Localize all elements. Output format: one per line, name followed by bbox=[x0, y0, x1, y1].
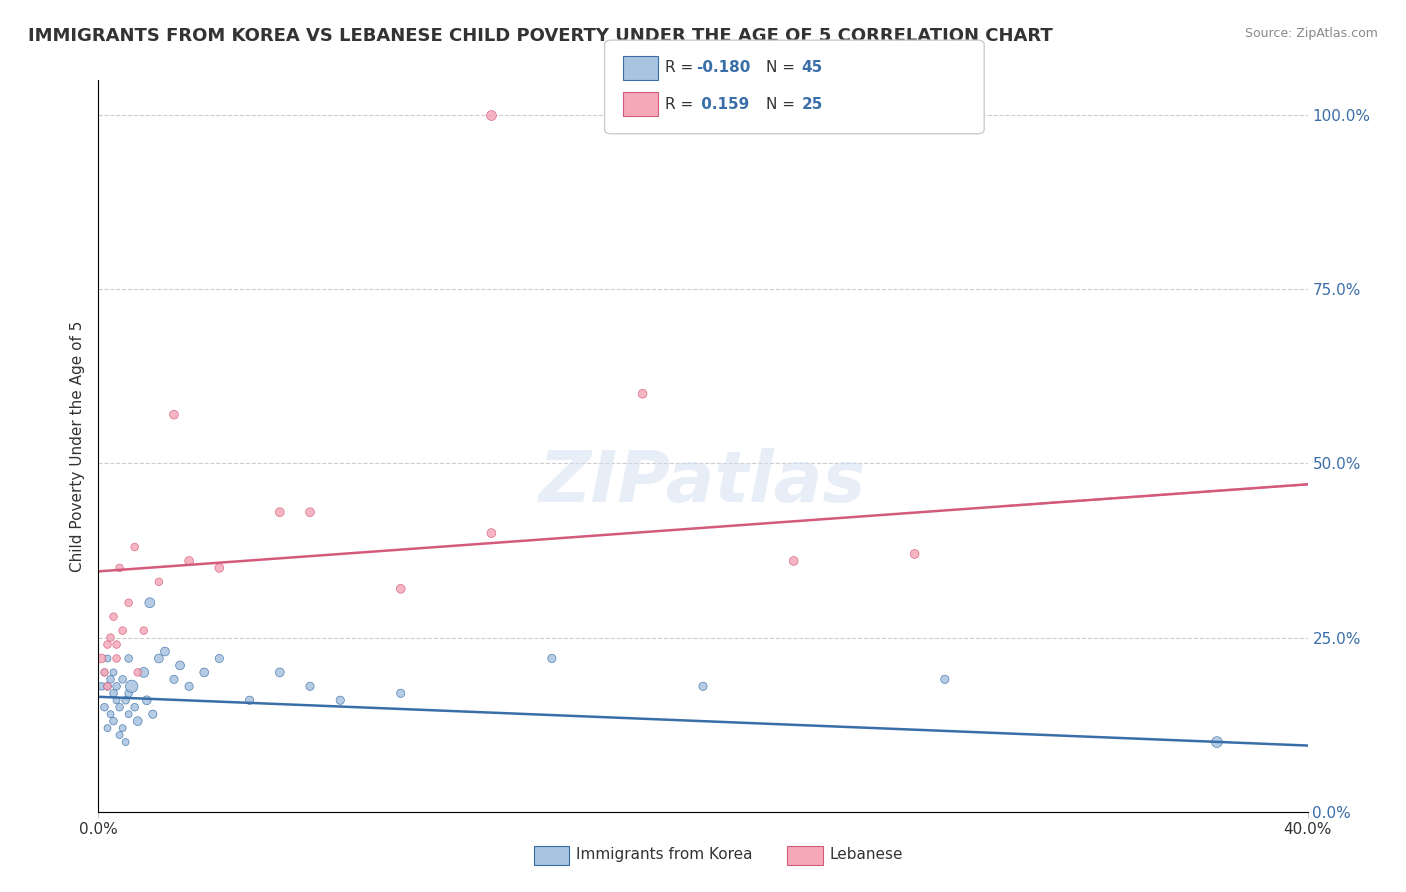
Point bbox=[111, 721, 134, 735]
Point bbox=[389, 686, 412, 700]
Point bbox=[108, 561, 131, 575]
Point bbox=[93, 665, 115, 680]
Point bbox=[208, 651, 231, 665]
Point bbox=[114, 735, 136, 749]
Point bbox=[90, 651, 112, 665]
Point bbox=[139, 596, 162, 610]
Point bbox=[135, 693, 157, 707]
Text: -0.180: -0.180 bbox=[696, 61, 751, 75]
Point bbox=[179, 554, 201, 568]
Point bbox=[105, 679, 128, 693]
Text: Lebanese: Lebanese bbox=[830, 847, 903, 862]
Point bbox=[692, 679, 714, 693]
Y-axis label: Child Poverty Under the Age of 5: Child Poverty Under the Age of 5 bbox=[69, 320, 84, 572]
Point bbox=[481, 526, 503, 541]
Point bbox=[124, 540, 146, 554]
Point bbox=[96, 638, 118, 652]
Point bbox=[148, 651, 170, 665]
Text: Source: ZipAtlas.com: Source: ZipAtlas.com bbox=[1244, 27, 1378, 40]
Point bbox=[103, 714, 125, 728]
Point bbox=[100, 673, 122, 687]
Point bbox=[111, 673, 134, 687]
Point bbox=[299, 505, 322, 519]
Point bbox=[148, 574, 170, 589]
Point bbox=[163, 408, 186, 422]
Point bbox=[118, 707, 141, 722]
Point bbox=[103, 686, 125, 700]
Point bbox=[904, 547, 927, 561]
Point bbox=[118, 686, 141, 700]
Point bbox=[96, 651, 118, 665]
Text: N =: N = bbox=[766, 97, 800, 112]
Point bbox=[105, 638, 128, 652]
Text: ZIPatlas: ZIPatlas bbox=[540, 448, 866, 517]
Point bbox=[132, 624, 155, 638]
Point bbox=[111, 624, 134, 638]
Point bbox=[121, 679, 143, 693]
Point bbox=[93, 665, 115, 680]
Point bbox=[118, 651, 141, 665]
Point bbox=[299, 679, 322, 693]
Text: IMMIGRANTS FROM KOREA VS LEBANESE CHILD POVERTY UNDER THE AGE OF 5 CORRELATION C: IMMIGRANTS FROM KOREA VS LEBANESE CHILD … bbox=[28, 27, 1053, 45]
Point bbox=[193, 665, 215, 680]
Text: Immigrants from Korea: Immigrants from Korea bbox=[576, 847, 754, 862]
Point bbox=[108, 700, 131, 714]
Point bbox=[269, 665, 291, 680]
Point bbox=[934, 673, 956, 687]
Point bbox=[153, 644, 176, 658]
Point bbox=[481, 108, 503, 122]
Text: 45: 45 bbox=[801, 61, 823, 75]
Point bbox=[269, 505, 291, 519]
Point bbox=[239, 693, 262, 707]
Point bbox=[100, 707, 122, 722]
Point bbox=[103, 609, 125, 624]
Point bbox=[1206, 735, 1229, 749]
Point bbox=[93, 700, 115, 714]
Point bbox=[96, 679, 118, 693]
Text: R =: R = bbox=[665, 61, 699, 75]
Point bbox=[142, 707, 165, 722]
Point bbox=[692, 108, 714, 122]
Point bbox=[783, 554, 806, 568]
Point bbox=[96, 679, 118, 693]
Point bbox=[132, 665, 155, 680]
Point bbox=[124, 700, 146, 714]
Point bbox=[118, 596, 141, 610]
Point bbox=[100, 631, 122, 645]
Point bbox=[127, 714, 149, 728]
Point bbox=[179, 679, 201, 693]
Point bbox=[105, 651, 128, 665]
Text: R =: R = bbox=[665, 97, 699, 112]
Text: 25: 25 bbox=[801, 97, 823, 112]
Point bbox=[114, 693, 136, 707]
Text: N =: N = bbox=[766, 61, 800, 75]
Point bbox=[163, 673, 186, 687]
Point bbox=[329, 693, 352, 707]
Point bbox=[127, 665, 149, 680]
Text: 0.159: 0.159 bbox=[696, 97, 749, 112]
Point bbox=[105, 693, 128, 707]
Point bbox=[108, 728, 131, 742]
Point bbox=[389, 582, 412, 596]
Point bbox=[96, 721, 118, 735]
Point bbox=[90, 679, 112, 693]
Point bbox=[208, 561, 231, 575]
Point bbox=[631, 386, 654, 401]
Point bbox=[169, 658, 191, 673]
Point bbox=[540, 651, 562, 665]
Point bbox=[103, 665, 125, 680]
